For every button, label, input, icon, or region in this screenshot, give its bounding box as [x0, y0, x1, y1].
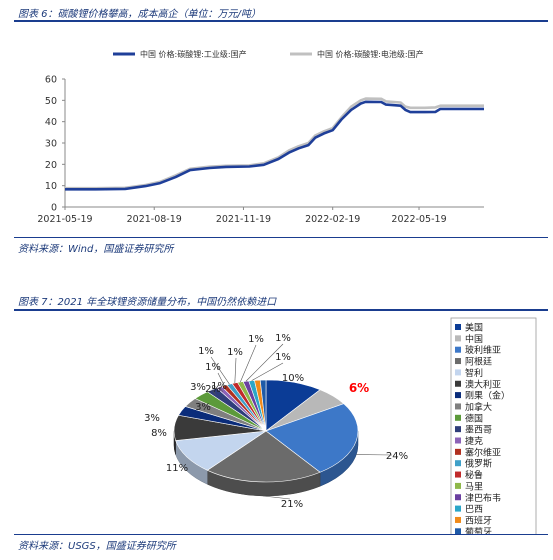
legend-label: 美国 — [465, 322, 483, 334]
series-line-1 — [65, 100, 484, 191]
legend-swatch — [455, 414, 461, 421]
data-label: 6% — [349, 381, 369, 395]
leader-line — [211, 389, 217, 396]
legend-label: 中国 价格:碳酸锂:工业级:国产 — [140, 49, 247, 59]
figure6-source-rule — [14, 237, 548, 238]
y-tick-label: 0 — [51, 203, 57, 214]
legend-label: 中国 — [465, 333, 483, 345]
data-label: 1% — [205, 362, 221, 373]
legend-label: 阿根廷 — [465, 356, 492, 368]
x-tick-label: 2022-05-19 — [391, 214, 446, 225]
legend-label: 智利 — [465, 367, 483, 379]
data-label: 1% — [248, 334, 264, 345]
leader-line — [245, 343, 284, 382]
y-tick-label: 60 — [45, 75, 57, 86]
data-label: 24% — [386, 451, 408, 462]
leader-line — [234, 357, 237, 384]
legend-label: 澳大利亚 — [465, 378, 501, 390]
pie-slice — [206, 430, 321, 483]
data-label: 1% — [275, 333, 291, 344]
legend-swatch — [455, 437, 461, 444]
legend-label: 津巴布韦 — [465, 492, 501, 504]
data-label: 1% — [227, 347, 243, 358]
data-label: 1% — [211, 381, 227, 392]
legend-label: 玻利维亚 — [465, 344, 501, 356]
leader-line — [251, 362, 284, 381]
legend-swatch — [455, 505, 461, 512]
legend-label: 中国 价格:碳酸锂:电池级:国产 — [317, 49, 424, 59]
y-tick-label: 50 — [45, 96, 57, 107]
legend-label: 加拿大 — [465, 401, 492, 413]
x-tick-label: 2022-02-19 — [305, 214, 360, 225]
legend-label: 秘鲁 — [465, 469, 483, 481]
legend-swatch — [455, 426, 461, 433]
legend-label: 马里 — [465, 481, 483, 492]
figure7-source-rule — [14, 534, 548, 535]
legend-label: 捷克 — [465, 435, 483, 447]
x-tick-label: 2021-08-19 — [127, 214, 182, 225]
legend-label: 西班牙 — [465, 514, 492, 526]
data-label: 1% — [275, 352, 291, 363]
figure7-title: 图表 7：2021 年全球锂资源储量分布，中国仍然依赖进口 — [18, 297, 277, 308]
leader-line — [218, 386, 224, 393]
figure6-title: 图表 6：碳酸锂价格攀高，成本高企（单位：万元/吨） — [18, 9, 261, 20]
y-tick-label: 30 — [45, 139, 57, 150]
legend-swatch — [455, 471, 461, 478]
legend-label: 巴西 — [465, 504, 483, 515]
legend-swatch — [455, 380, 461, 387]
x-tick-label: 2021-05-19 — [37, 214, 92, 225]
pie-slice — [259, 379, 267, 432]
figure6-title-rule — [14, 20, 548, 22]
line-chart: 中国 价格:碳酸锂:工业级:国产 中国 价格:碳酸锂:电池级:国产 0 10 20 30 4… — [37, 49, 484, 225]
legend-swatch — [455, 358, 461, 365]
data-label: 8% — [151, 428, 167, 439]
figure7-title-rule — [14, 309, 548, 311]
y-tick-label: 40 — [45, 117, 57, 128]
data-label: 21% — [281, 499, 303, 510]
series-line-2 — [65, 97, 484, 190]
legend-label: 刚果（金） — [465, 390, 510, 402]
legend-swatch — [455, 403, 461, 410]
data-label: 3% — [190, 382, 206, 393]
data-label: 3% — [195, 402, 211, 413]
legend-swatch — [455, 392, 461, 399]
legend-swatch — [455, 324, 461, 330]
leader-line — [217, 372, 225, 386]
legend-swatch — [455, 482, 461, 489]
legend-label: 墨西哥 — [465, 425, 492, 436]
data-label: 2% — [205, 384, 221, 395]
data-label: 3% — [144, 413, 160, 424]
pie-legend-box — [450, 317, 537, 534]
legend-swatch — [455, 335, 461, 342]
data-label: 11% — [166, 463, 188, 474]
legend-swatch — [455, 528, 461, 534]
y-tick-label: 10 — [45, 181, 57, 192]
pie-slice — [265, 403, 359, 473]
figure6-source: 资料来源：Wind，国盛证券研究所 — [18, 244, 174, 255]
legend-label: 葡萄牙 — [465, 526, 492, 534]
data-label: 1% — [198, 346, 214, 357]
legend-swatch — [455, 494, 461, 501]
legend-swatch — [455, 516, 461, 523]
x-tick-label: 2021-11-19 — [216, 214, 271, 225]
data-label: 10% — [282, 373, 304, 384]
legend-label: 德国 — [465, 412, 483, 424]
legend-swatch — [455, 346, 461, 353]
figure7-source: 资料来源：USGS，国盛证券研究所 — [18, 541, 176, 552]
pie-chart: 10%6%24%21%11%8%3%3%3%2%1%1%1% 1%1% 1%1%美国… — [144, 317, 537, 534]
legend-swatch — [455, 369, 461, 376]
leader-line — [263, 495, 291, 500]
y-tick-label: 20 — [45, 160, 57, 171]
legend-label: 塞尔维亚 — [465, 446, 501, 458]
leader-line — [240, 344, 257, 383]
legend-swatch — [455, 460, 461, 467]
legend-label: 俄罗斯 — [465, 458, 492, 470]
leader-line — [210, 356, 230, 385]
legend-swatch — [455, 448, 461, 455]
